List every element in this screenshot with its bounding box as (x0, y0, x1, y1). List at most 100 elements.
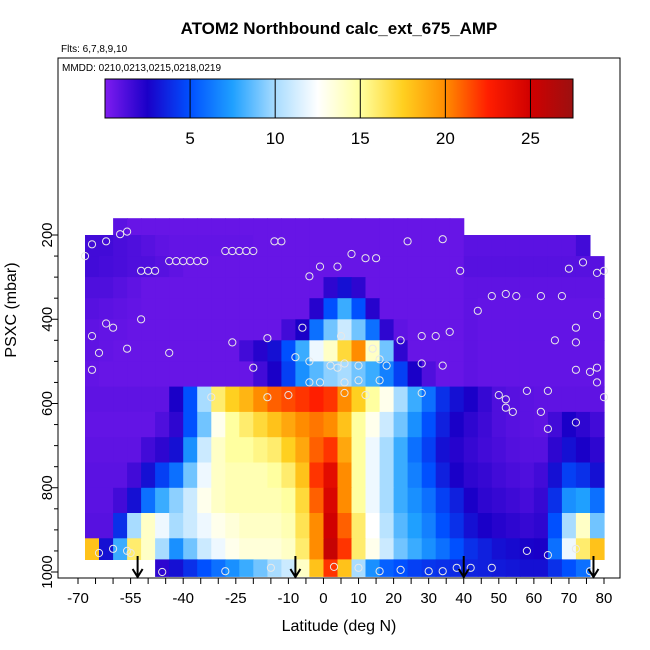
colorbar-tick-label: 15 (351, 129, 370, 148)
heatmap-cell (421, 513, 437, 539)
heatmap-cell (225, 277, 240, 299)
sample-point (340, 359, 349, 368)
heatmap-cell (519, 487, 535, 514)
heatmap-cell (141, 235, 156, 257)
heatmap-cell (407, 538, 423, 560)
heatmap-cell (239, 218, 254, 236)
heatmap-cell (127, 487, 142, 514)
heatmap-cell (575, 256, 591, 278)
heatmap-cell (477, 386, 493, 413)
sample-point (102, 237, 111, 246)
sample-point (571, 418, 581, 427)
flight-arrows (131, 556, 600, 579)
sample-point (396, 336, 405, 345)
heatmap-cell (407, 319, 423, 341)
heatmap-cell (393, 298, 409, 320)
colorbar-tick-label: 25 (521, 129, 540, 148)
heatmap-cell (183, 538, 198, 560)
heatmap-cell (491, 256, 507, 278)
sample-point (512, 292, 521, 301)
sample-point (298, 323, 307, 332)
heatmap-cell (225, 386, 240, 413)
sample-point (116, 230, 125, 239)
sample-point (305, 357, 314, 366)
heatmap-cell (561, 513, 577, 539)
heatmap-cell (225, 411, 240, 438)
heatmap-cell (533, 340, 549, 362)
heatmap-cell (421, 538, 437, 560)
heatmap-cell (225, 462, 240, 489)
heatmap-cell (561, 319, 577, 341)
heatmap-cell (393, 513, 409, 539)
sample-point (501, 403, 510, 412)
heatmap-cell (309, 513, 324, 539)
sample-point (543, 386, 553, 395)
heatmap-cell (323, 411, 339, 438)
heatmap-cell (323, 340, 339, 362)
sample-point (151, 266, 160, 275)
heatmap-cell (365, 298, 381, 320)
sample-point (249, 246, 258, 256)
heatmap-cell (590, 538, 605, 560)
sample-point (123, 227, 132, 236)
heatmap-cell (155, 218, 170, 236)
x-axis: -70 -55 -40 -25 -10 0 10 20 30 40 50 60 70 80 (67, 578, 612, 607)
x-tick-label: 60 (526, 590, 543, 607)
heatmap-cell (379, 513, 395, 539)
heatmap-cell (323, 538, 339, 560)
heatmap-cell (155, 277, 170, 299)
heatmap-cell (253, 538, 268, 560)
heatmap-cell (225, 319, 240, 341)
colorbar-ticks: 5 10 15 20 25 (185, 79, 540, 148)
colorbar-gradient (104, 78, 574, 119)
sample-points (80, 227, 609, 577)
sample-point (109, 544, 118, 553)
heatmap-cell (477, 235, 493, 257)
sample-point (94, 348, 104, 357)
heatmap-cell (477, 411, 493, 438)
heatmap-cell (239, 487, 254, 514)
sample-point (94, 548, 104, 558)
heatmap-cell (519, 277, 535, 299)
heatmap-cell (239, 462, 254, 489)
heatmap-cell (197, 235, 212, 257)
flights-subtitle: Flts: 6,7,8,9,10 (61, 44, 128, 55)
heatmap-cell (323, 218, 339, 236)
heatmap-cell (547, 487, 563, 514)
sample-point (207, 393, 216, 402)
heatmap-cell (463, 235, 479, 257)
heatmap-cell (197, 361, 212, 388)
heatmap-cell (449, 340, 465, 362)
heatmap-cell (127, 218, 142, 236)
heatmap-cell (267, 256, 282, 278)
sample-point (571, 323, 581, 332)
heatmap-cell (309, 386, 324, 413)
heatmap-cell (169, 462, 184, 489)
colorbar: 5 10 15 20 25 (104, 78, 574, 148)
sample-point (158, 567, 167, 577)
heatmap-cell (365, 513, 381, 539)
heatmap-cell (533, 538, 549, 560)
sample-point (277, 237, 286, 246)
heatmap-cell (463, 340, 479, 362)
heatmap-cell (99, 411, 114, 438)
sample-point (522, 546, 532, 556)
heatmap-cell (183, 298, 198, 320)
heatmap-cell (141, 411, 156, 438)
heatmap-cell (421, 411, 437, 438)
heatmap-cell (197, 340, 212, 362)
heatmap-cell (141, 386, 156, 413)
heatmap-cell (323, 298, 339, 320)
sample-point (315, 378, 325, 387)
heatmap-cell (491, 340, 507, 362)
heatmap-cell (547, 437, 563, 464)
sample-point (396, 565, 405, 575)
heatmap-cell (253, 256, 268, 278)
heatmap-cell (155, 319, 170, 341)
flight-arrow-head (457, 568, 470, 579)
heatmap-cell (575, 411, 591, 438)
heatmap-cell (491, 386, 507, 413)
heatmap-cell (267, 277, 282, 299)
sample-point (340, 388, 349, 398)
heatmap-cell (183, 559, 198, 577)
